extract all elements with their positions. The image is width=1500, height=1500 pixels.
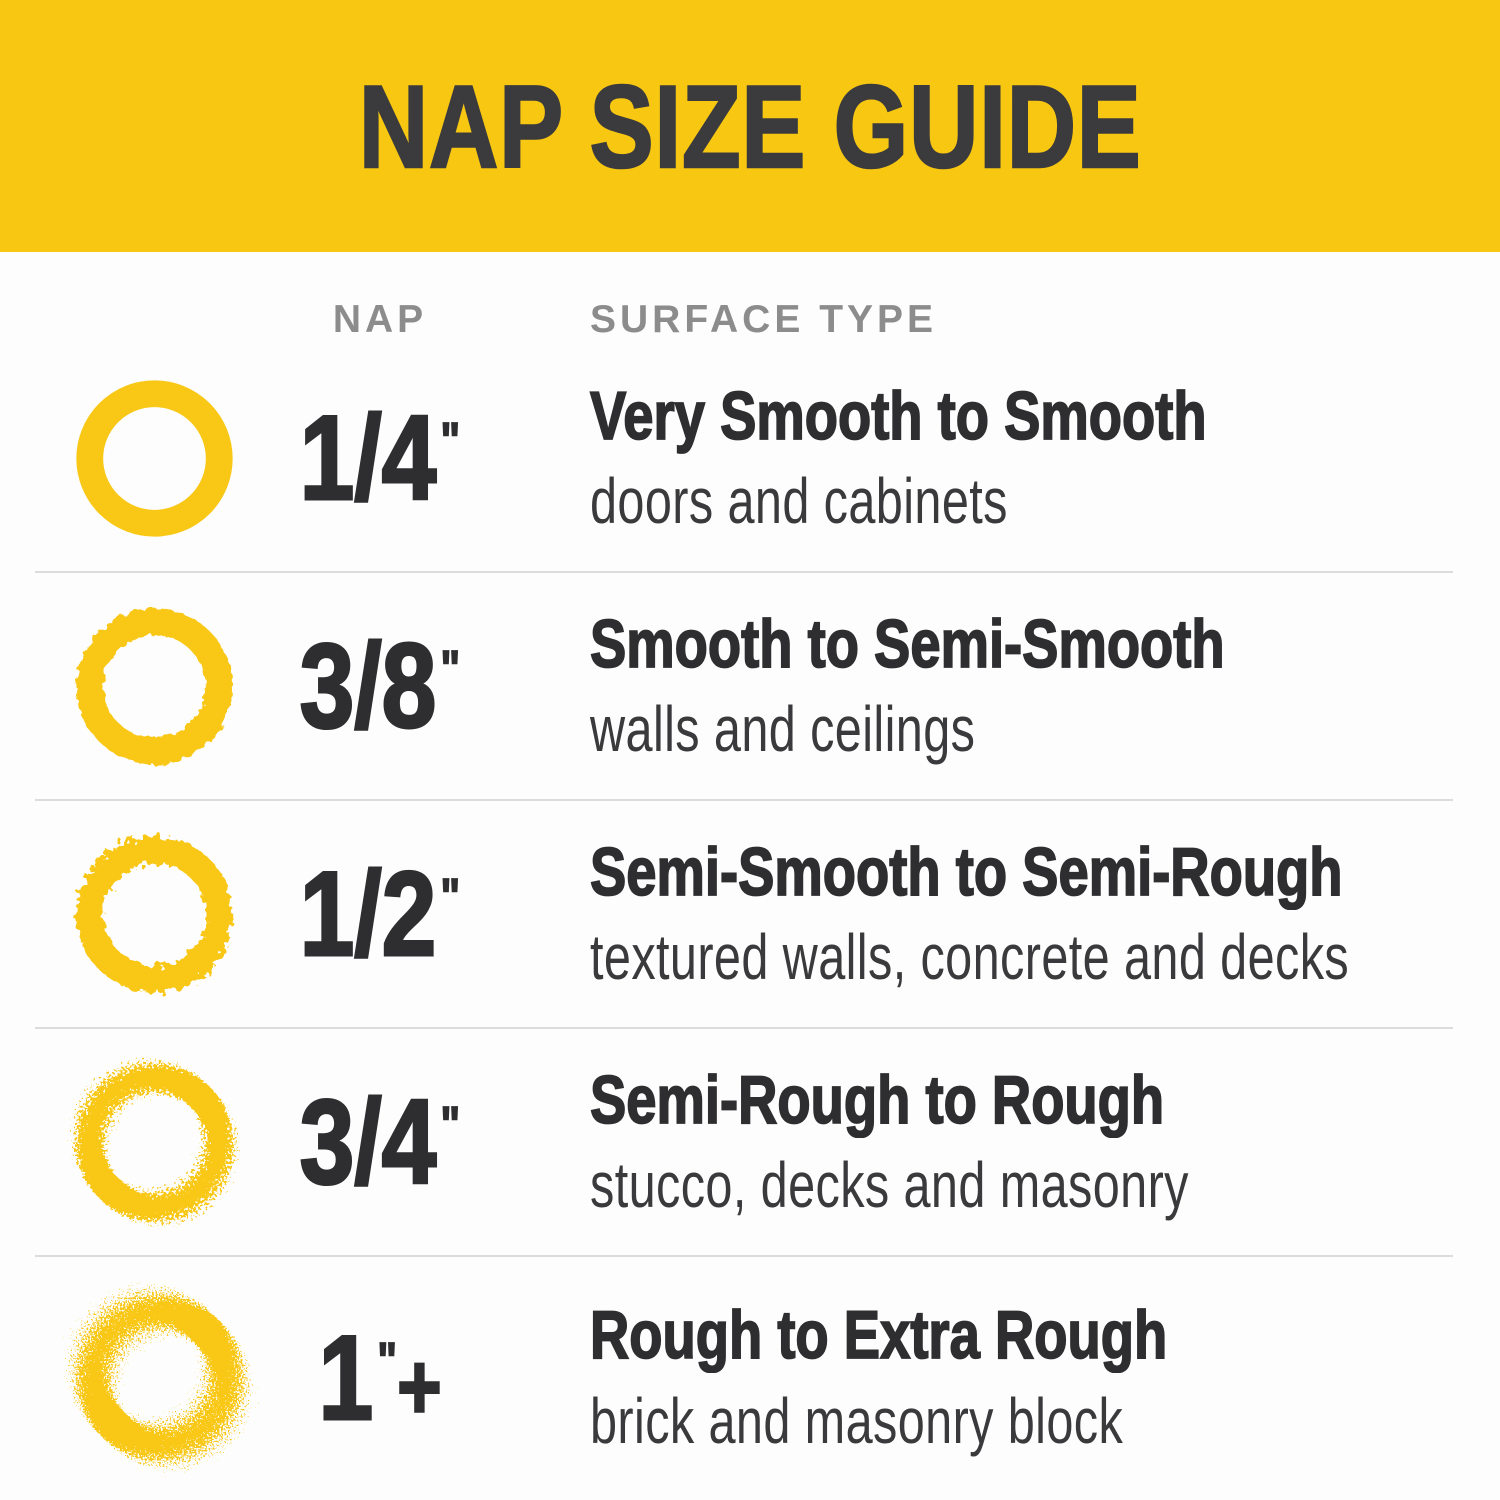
surface-type-title: Semi-Smooth to Semi-Rough [589,833,1343,910]
row-divider [35,799,1453,801]
surface-examples: brick and masonry block [590,1384,1124,1457]
nap-row-three-quarters-inch: 3/4" Semi-Rough to Rough stucco, decks a… [0,1029,1500,1255]
column-header-surface: SURFACE TYPE [590,298,938,341]
nap-row-half-inch: 1/2" Semi-Smooth to Semi-Rough textured … [0,801,1500,1027]
nap-size-value: 3/4" [299,1081,461,1204]
nap-size-value: 1"+ [317,1316,443,1439]
nap-row-quarter-inch: 1/4" Very Smooth to Smooth doors and cab… [0,345,1500,571]
surface-info: Semi-Rough to Rough stucco, decks and ma… [500,1061,1455,1222]
surface-info: Rough to Extra Rough brick and masonry b… [500,1297,1455,1457]
row-divider [35,1255,1453,1257]
page-title: NAP SIZE GUIDE [358,59,1142,193]
surface-type-title: Semi-Rough to Rough [589,1061,1165,1138]
surface-examples: textured walls, concrete and decks [590,921,1350,994]
surface-type-title: Rough to Extra Rough [589,1297,1168,1374]
plus-sign: + [396,1333,443,1439]
nap-number: 3/4 [299,1075,438,1209]
nap-number: 1/4 [299,391,438,525]
inch-mark: " [377,1331,398,1389]
textured-roller-ring-icon [62,822,247,1007]
surface-type-title: Smooth to Semi-Smooth [589,605,1225,682]
nap-number: 1/2 [299,847,438,981]
slightly-textured-roller-ring-icon [62,594,247,779]
extra-rough-roller-ring-icon [62,1280,257,1475]
nap-number: 3/8 [299,619,438,753]
surface-examples: walls and ceilings [590,693,976,766]
inch-mark: " [440,1095,461,1153]
surface-info: Smooth to Semi-Smooth walls and ceilings [500,605,1455,766]
nap-size-value: 3/8" [299,625,461,748]
surface-examples: doors and cabinets [590,465,1008,538]
column-header-nap: NAP [332,298,428,341]
inch-mark: " [440,867,461,925]
surface-info: Very Smooth to Smooth doors and cabinets [500,377,1455,538]
row-divider [35,571,1453,573]
row-divider [35,1027,1453,1029]
column-header-row: NAP SURFACE TYPE [0,252,1500,345]
inch-mark: " [440,639,461,697]
smooth-roller-ring-icon [62,366,247,551]
rough-roller-ring-icon [62,1050,247,1235]
inch-mark: " [440,411,461,469]
surface-type-title: Very Smooth to Smooth [589,377,1207,454]
header-banner: NAP SIZE GUIDE [0,0,1500,252]
nap-number: 1 [317,1310,374,1445]
nap-row-three-eighths-inch: 3/8" Smooth to Semi-Smooth walls and cei… [0,573,1500,799]
nap-row-one-inch-plus: 1"+ Rough to Extra Rough brick and mason… [0,1257,1500,1498]
nap-size-value: 1/2" [299,853,461,976]
surface-info: Semi-Smooth to Semi-Rough textured walls… [500,833,1500,994]
nap-size-value: 1/4" [299,397,461,520]
surface-examples: stucco, decks and masonry [590,1149,1189,1222]
